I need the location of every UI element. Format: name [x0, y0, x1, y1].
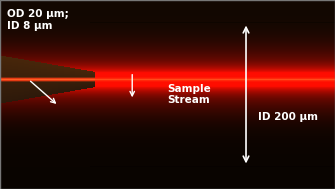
Text: ID 200 μm: ID 200 μm [258, 112, 318, 122]
Text: Sample
Stream: Sample Stream [168, 84, 211, 105]
Text: OD 20 μm;
ID 8 μm: OD 20 μm; ID 8 μm [7, 9, 68, 31]
